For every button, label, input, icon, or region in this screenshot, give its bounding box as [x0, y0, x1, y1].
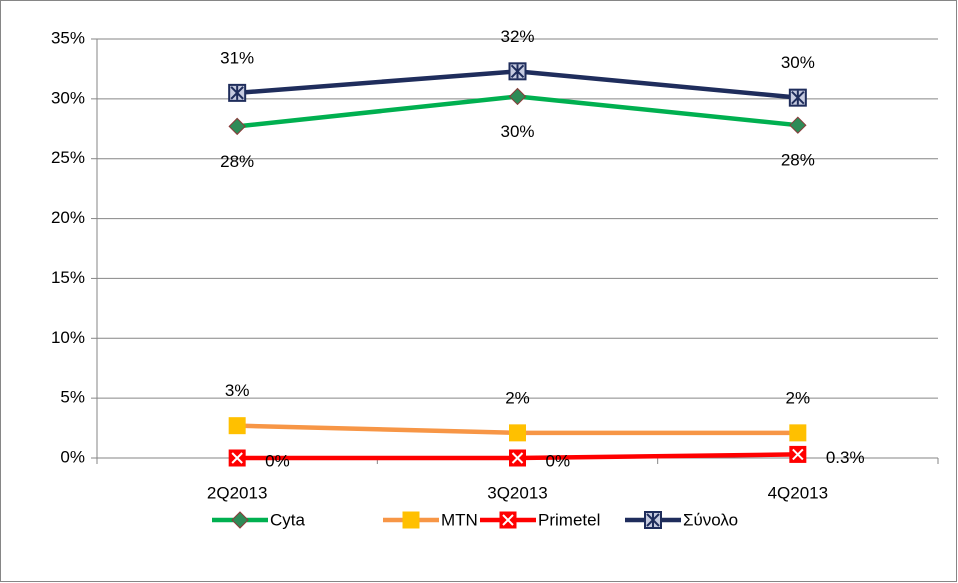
marker	[228, 417, 246, 435]
marker	[228, 449, 246, 467]
marker-cross	[502, 514, 514, 526]
legend-label: Cyta	[270, 510, 306, 529]
legend-label: Σύνολο	[683, 510, 738, 529]
data-label: 30%	[781, 53, 815, 72]
marker-shape	[231, 511, 249, 529]
marker-shape	[228, 417, 246, 435]
y-tick-label: 20%	[51, 208, 85, 227]
data-label: 2%	[786, 388, 811, 407]
marker-shape	[509, 424, 526, 442]
marker-cross	[792, 448, 804, 461]
y-tick-label: 25%	[51, 148, 85, 167]
data-label: 0%	[546, 451, 571, 470]
data-label: 28%	[781, 151, 815, 170]
marker-shape	[402, 511, 420, 529]
legend-label: Primetel	[538, 510, 600, 529]
marker-star	[230, 85, 244, 100]
y-tick-label: 10%	[51, 328, 85, 347]
marker	[402, 511, 420, 529]
marker	[788, 88, 807, 107]
y-tick-label: 35%	[51, 28, 85, 47]
marker-shape	[508, 87, 527, 106]
marker-star	[791, 90, 805, 105]
marker	[499, 511, 517, 529]
data-label: 0%	[265, 451, 290, 470]
marker-shape	[228, 117, 246, 136]
y-tick-label: 5%	[60, 388, 85, 407]
y-tick-label: 30%	[51, 88, 85, 107]
marker-shape	[789, 424, 807, 442]
legend-label: MTN	[441, 510, 478, 529]
marker	[231, 511, 249, 529]
data-label: 31%	[220, 48, 254, 67]
marker-shape	[789, 116, 807, 134]
marker	[644, 511, 662, 529]
marker	[789, 424, 807, 442]
x-tick-label: 3Q2013	[487, 483, 548, 502]
marker	[509, 449, 526, 467]
data-label: 0.3%	[826, 448, 865, 467]
data-label: 30%	[500, 122, 534, 141]
marker	[228, 83, 247, 102]
y-tick-label: 0%	[60, 447, 85, 466]
y-tick-label: 15%	[51, 268, 85, 287]
marker-cross	[511, 452, 524, 464]
data-label: 3%	[225, 381, 250, 400]
marker	[509, 424, 526, 442]
marker	[508, 87, 527, 106]
data-label: 2%	[505, 388, 530, 407]
data-label: 28%	[220, 152, 254, 171]
marker	[789, 116, 807, 134]
marker-star	[646, 513, 660, 527]
x-tick-label: 4Q2013	[768, 483, 829, 502]
data-label: 32%	[500, 27, 534, 46]
marker-cross	[231, 452, 243, 464]
marker-star	[510, 64, 525, 79]
marker	[789, 445, 807, 463]
marker	[508, 62, 527, 81]
x-tick-label: 2Q2013	[207, 483, 268, 502]
marker	[228, 117, 246, 136]
